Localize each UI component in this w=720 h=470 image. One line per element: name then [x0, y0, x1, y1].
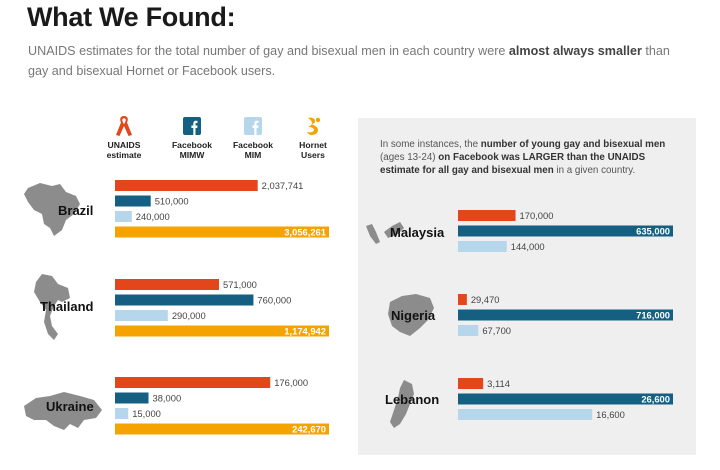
- bar-label-ukraine-2: 15,000: [132, 408, 161, 419]
- bar-label-brazil-2: 240,000: [136, 211, 170, 222]
- bar-label-lebanon-2: 16,600: [596, 409, 625, 420]
- malaysia-map-icon: [366, 222, 404, 244]
- subtitle-text: UNAIDS estimates for the total number of…: [28, 44, 509, 58]
- lebanon-map-icon: [390, 380, 414, 428]
- hornet-icon: [307, 117, 321, 135]
- legend-label-line1: Facebook: [232, 140, 274, 150]
- bar-ukraine-3: [115, 423, 329, 435]
- legend-item-facebook-mimw: Facebook MIMW: [161, 114, 223, 160]
- legend-item-facebook-mim: Facebook MIM: [222, 114, 284, 160]
- bar-nigeria-2: [458, 325, 479, 336]
- bar-label-brazil-0: 2,037,741: [262, 180, 304, 191]
- bar-label-malaysia-1: 635,000: [636, 226, 670, 237]
- bar-label-malaysia-0: 170,000: [520, 210, 554, 221]
- legend-item-hornet: Hornet Users: [282, 114, 344, 160]
- thailand-map-icon: [34, 274, 70, 340]
- country-label-ukraine: Ukraine: [46, 399, 94, 414]
- bar-label-thailand-1: 760,000: [257, 295, 291, 306]
- subtitle-text-end: than gay and bisexual Hornet or Facebook…: [28, 44, 670, 78]
- bar-brazil-0: [115, 180, 258, 191]
- bar-thailand-1: [115, 294, 254, 306]
- bar-label-ukraine-3: 242,670: [292, 424, 326, 435]
- brazil-map-icon: [24, 183, 80, 236]
- facebook-icon: [183, 117, 201, 135]
- bar-brazil-3: [115, 226, 329, 238]
- page-subtitle: UNAIDS estimates for the total number of…: [28, 41, 678, 81]
- note-emphasis-1: number of young gay and bisexual men: [480, 139, 666, 150]
- country-label-brazil: Brazil: [58, 203, 94, 218]
- bar-thailand-3: [115, 325, 329, 337]
- bar-ukraine-0: [115, 377, 271, 388]
- bar-label-lebanon-0: 3,114: [487, 378, 510, 389]
- bar-ukraine-2: [115, 408, 129, 419]
- bar-brazil-2: [115, 211, 132, 222]
- note-text-2: (ages 13-24): [380, 152, 439, 163]
- bar-label-malaysia-2: 144,000: [511, 241, 545, 252]
- note-text-3: in a given country.: [553, 165, 636, 176]
- bar-label-thailand-3: 1,174,942: [284, 326, 326, 337]
- legend-label-line1: UNAIDS: [107, 140, 141, 150]
- ukraine-map-icon: [24, 392, 102, 430]
- bar-nigeria-1: [458, 309, 673, 321]
- note-emphasis-2: on Facebook was LARGER than the UNAIDS e…: [380, 152, 646, 176]
- legend-label-line2: Users: [301, 150, 325, 160]
- bar-label-ukraine-1: 38,000: [153, 393, 182, 404]
- nigeria-map-icon: [388, 294, 434, 336]
- bar-malaysia-2: [458, 241, 507, 252]
- country-label-malaysia: Malaysia: [390, 225, 445, 240]
- country-label-thailand: Thailand: [40, 299, 94, 314]
- legend-label-line1: Facebook: [171, 140, 213, 150]
- panel-note: In some instances, the number of young g…: [380, 138, 680, 177]
- bar-label-nigeria-2: 67,700: [482, 325, 511, 336]
- legend-item-unaids: UNAIDS estimate: [93, 114, 155, 160]
- bar-label-brazil-1: 510,000: [155, 196, 189, 207]
- bar-lebanon-0: [458, 378, 484, 389]
- bar-label-brazil-3: 3,056,261: [284, 227, 326, 238]
- bar-thailand-2: [115, 310, 168, 321]
- country-label-lebanon: Lebanon: [385, 392, 440, 407]
- bar-ukraine-1: [115, 392, 149, 404]
- facebook-icon: [244, 117, 262, 135]
- legend-label-line1: Hornet: [299, 140, 327, 150]
- bar-brazil-1: [115, 195, 151, 207]
- bar-label-nigeria-1: 716,000: [636, 310, 670, 321]
- bar-lebanon-2: [458, 409, 593, 420]
- legend-label-line2: MIM: [244, 150, 262, 160]
- legend-label-line2: MIMW: [179, 150, 205, 160]
- bar-thailand-0: [115, 279, 220, 290]
- bar-lebanon-1: [458, 393, 673, 405]
- note-text-1: In some instances, the: [380, 139, 481, 150]
- country-label-nigeria: Nigeria: [391, 308, 436, 323]
- bar-label-nigeria-0: 29,470: [471, 294, 500, 305]
- bar-malaysia-0: [458, 210, 516, 221]
- bar-label-ukraine-0: 176,000: [274, 377, 308, 388]
- page-title: What We Found:: [27, 2, 236, 32]
- bar-malaysia-1: [458, 225, 673, 237]
- subtitle-emphasis: almost always smaller: [508, 44, 642, 58]
- ribbon-icon: [116, 116, 132, 136]
- bar-label-lebanon-1: 26,600: [641, 394, 670, 405]
- bar-label-thailand-2: 290,000: [172, 310, 206, 321]
- legend-label-line2: estimate: [106, 150, 142, 160]
- bar-nigeria-0: [458, 294, 467, 305]
- bar-label-thailand-0: 571,000: [223, 279, 257, 290]
